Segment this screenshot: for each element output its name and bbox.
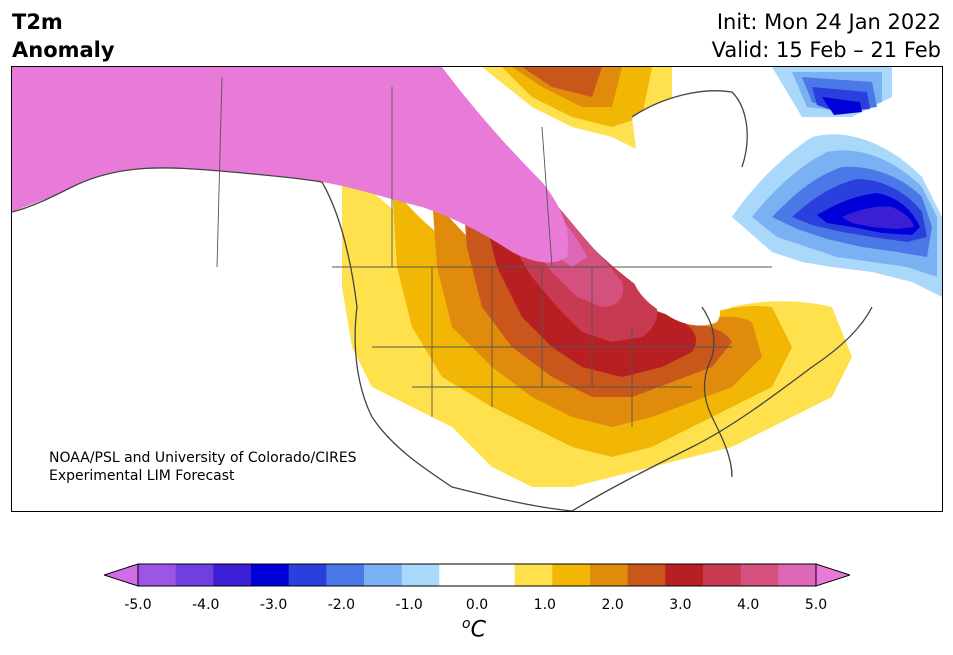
cold-band-3-5 xyxy=(842,206,914,229)
colorbar-box xyxy=(740,564,779,586)
colorbar-over-arrow xyxy=(815,563,850,587)
plot-title: T2m Anomaly xyxy=(12,8,115,64)
colorbar-box xyxy=(477,564,516,586)
colorbar-tick-label: -3.0 xyxy=(259,597,288,613)
colorbar-box xyxy=(439,564,478,586)
colorbar-box xyxy=(552,564,591,586)
anomaly-map xyxy=(11,66,943,512)
colorbar-tick-label: -5.0 xyxy=(124,597,152,613)
colorbar-boxes xyxy=(138,564,817,586)
colorbar-box xyxy=(590,564,629,586)
colorbar-box xyxy=(251,564,290,586)
anomaly-band-5 xyxy=(12,67,569,263)
colorbar-tick-label: 3.0 xyxy=(669,597,692,613)
colorbar-box xyxy=(213,564,252,586)
unit-degree: o xyxy=(462,616,471,632)
credit-line-1: NOAA/PSL and University of Colorado/CIRE… xyxy=(49,450,357,466)
colorbar-tick-label: 1.0 xyxy=(533,597,556,613)
colorbar-box xyxy=(326,564,365,586)
anomaly-band-3 xyxy=(12,97,697,377)
colorbar-tick-label: -4.0 xyxy=(192,597,220,613)
map-svg xyxy=(12,67,942,511)
init-date: Init: Mon 24 Jan 2022 xyxy=(716,10,941,34)
colorbar-box xyxy=(703,564,742,586)
colorbar-under-arrow xyxy=(104,563,139,587)
colorbar-tick-label: 0.0 xyxy=(465,597,489,613)
colorbar-border xyxy=(137,563,817,587)
colorbar-tick-label: -1.0 xyxy=(395,597,423,613)
state-borders xyxy=(216,76,772,427)
colorbar-box xyxy=(627,564,666,586)
colorbar-box xyxy=(138,564,177,586)
colorbar-tick-label: -2.0 xyxy=(327,597,356,613)
colorbar-tick-label: 5.0 xyxy=(804,597,828,613)
colorbar-box xyxy=(364,564,403,586)
colorbar-box xyxy=(514,564,553,586)
colorbar-box xyxy=(665,564,704,586)
colorbar-box xyxy=(401,564,440,586)
coastline xyxy=(12,90,873,511)
colorbar-tick-label: 4.0 xyxy=(737,597,760,613)
colorbar-box xyxy=(778,564,817,586)
colorbar-tick-label: 2.0 xyxy=(601,597,624,613)
valid-date: Valid: 15 Feb – 21 Feb xyxy=(711,38,941,62)
colorbar xyxy=(104,563,850,587)
great-lakes-white xyxy=(632,271,721,326)
unit-label: oC xyxy=(462,616,486,642)
credit-text: NOAA/PSL and University of Colorado/CIRE… xyxy=(49,449,357,485)
unit-letter: C xyxy=(470,617,486,643)
colorbar-box xyxy=(288,564,327,586)
anomaly-label: Anomaly xyxy=(12,38,115,62)
hudson-bay-white xyxy=(632,90,748,197)
date-info: Init: Mon 24 Jan 2022 Valid: 15 Feb – 21… xyxy=(712,8,941,64)
credit-line-2: Experimental LIM Forecast xyxy=(49,468,235,484)
colorbar-box xyxy=(175,564,214,586)
variable-label: T2m xyxy=(12,10,63,34)
cold-band-3 xyxy=(817,97,920,235)
